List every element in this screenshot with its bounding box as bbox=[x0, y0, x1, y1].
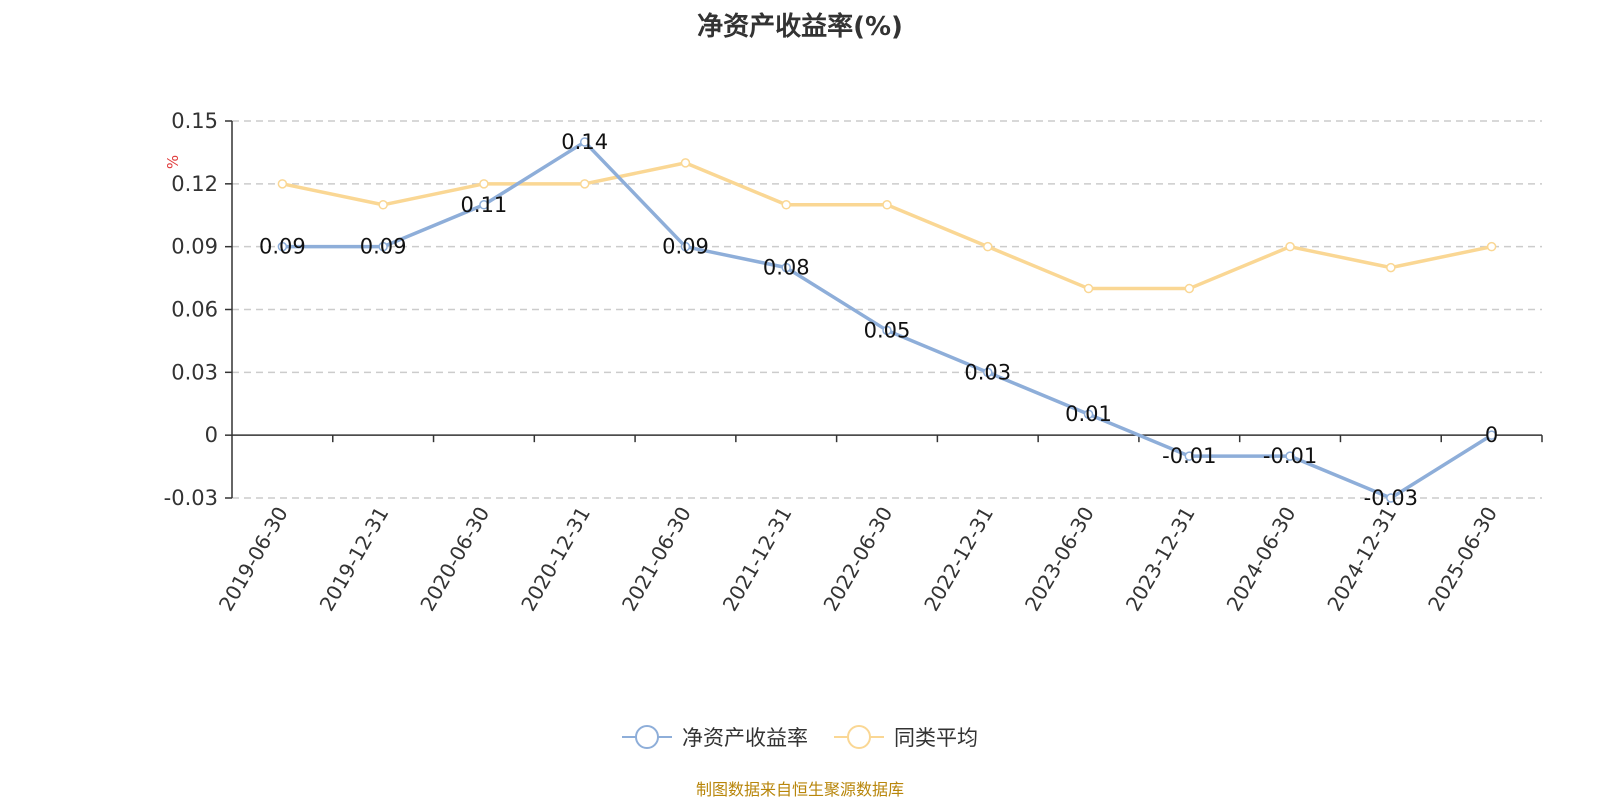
data-point-roe bbox=[277, 241, 288, 252]
y-tick-label: -0.03 bbox=[164, 486, 218, 510]
y-tick-label: 0.09 bbox=[171, 235, 218, 259]
data-point-peer-average bbox=[1285, 241, 1295, 252]
data-point-roe bbox=[781, 262, 791, 273]
data-point-roe bbox=[1083, 409, 1094, 419]
legend-marker-peer-average-icon bbox=[834, 725, 884, 749]
data-label: 0.09 bbox=[360, 235, 407, 259]
source-note: 制图数据来自恒生聚源数据库 bbox=[695, 780, 904, 799]
data-point-roe bbox=[983, 367, 993, 378]
data-label: -0.01 bbox=[1162, 444, 1216, 468]
x-tick-label: 2020-06-30 bbox=[415, 503, 494, 616]
data-label: -0.01 bbox=[1263, 444, 1317, 468]
data-point-peer-average bbox=[1486, 241, 1497, 252]
data-point-roe bbox=[1386, 493, 1396, 503]
legend-item-roe[interactable]: 净资产收益率 bbox=[622, 722, 808, 752]
x-tick-label: 2024-06-30 bbox=[1222, 503, 1301, 616]
x-tick-label: 2022-06-30 bbox=[818, 503, 897, 616]
data-label: 0.14 bbox=[561, 130, 608, 154]
x-tick-label: 2020-12-31 bbox=[516, 503, 595, 616]
data-label: -0.03 bbox=[1364, 486, 1418, 510]
series-line-peer-average bbox=[282, 161, 1492, 291]
data-point-peer-average bbox=[882, 200, 892, 210]
y-tick-label: 0.15 bbox=[171, 109, 218, 133]
legend-marker-roe-icon bbox=[622, 725, 672, 749]
data-point-roe bbox=[579, 137, 590, 147]
legend-item-peer-average[interactable]: 同类平均 bbox=[834, 722, 978, 752]
x-tick-label: 2021-06-30 bbox=[617, 503, 696, 616]
data-point-peer-average bbox=[680, 158, 691, 168]
y-tick-label: 0.03 bbox=[171, 360, 218, 384]
y-tick-label: 0 bbox=[205, 423, 218, 447]
data-point-roe bbox=[1184, 451, 1195, 461]
data-point-roe bbox=[882, 325, 892, 336]
data-point-peer-average bbox=[1083, 283, 1094, 294]
legend-label-roe: 净资产收益率 bbox=[682, 726, 808, 750]
legend-circle-roe bbox=[635, 725, 659, 749]
y-tick-label: 0.06 bbox=[171, 298, 218, 322]
data-point-peer-average bbox=[277, 179, 288, 189]
chart-title: 净资产收益率(%) bbox=[697, 12, 903, 42]
x-tick-label: 2023-06-30 bbox=[1020, 503, 1099, 616]
data-point-roe bbox=[1285, 451, 1295, 461]
data-point-roe bbox=[1486, 430, 1497, 440]
legend-circle-peer-average bbox=[847, 725, 871, 749]
data-point-peer-average bbox=[378, 200, 388, 210]
y-tick-label: 0.12 bbox=[171, 172, 218, 196]
data-point-peer-average bbox=[781, 200, 791, 210]
x-tick-label: 2024-12-31 bbox=[1322, 503, 1401, 616]
data-label: 0.08 bbox=[763, 256, 810, 280]
x-tick-label: 2019-06-30 bbox=[214, 503, 293, 616]
legend-label-peer-average: 同类平均 bbox=[894, 726, 978, 750]
x-tick-label: 2025-06-30 bbox=[1423, 503, 1502, 616]
x-tick-label: 2023-12-31 bbox=[1121, 503, 1200, 616]
data-label: 0.05 bbox=[864, 318, 911, 342]
data-label: 0.01 bbox=[1065, 402, 1112, 426]
data-label: 0.11 bbox=[461, 193, 508, 217]
data-label: 0.03 bbox=[964, 360, 1011, 384]
data-point-peer-average bbox=[1184, 283, 1195, 294]
legend: 净资产收益率 同类平均 bbox=[0, 722, 1600, 752]
data-point-peer-average bbox=[479, 179, 489, 189]
y-axis-unit-label: % bbox=[164, 155, 182, 169]
data-label: 0 bbox=[1485, 423, 1498, 447]
data-point-roe bbox=[479, 200, 489, 210]
data-point-roe bbox=[378, 241, 388, 252]
data-point-peer-average bbox=[983, 241, 993, 252]
data-point-peer-average bbox=[579, 179, 590, 189]
x-tick-label: 2022-12-31 bbox=[919, 503, 998, 616]
data-label: 0.09 bbox=[259, 235, 306, 259]
data-point-roe bbox=[680, 241, 691, 252]
x-tick-label: 2021-12-31 bbox=[718, 503, 797, 616]
data-label: 0.09 bbox=[662, 235, 709, 259]
x-tick-label: 2019-12-31 bbox=[315, 503, 394, 616]
data-point-peer-average bbox=[1386, 262, 1396, 273]
